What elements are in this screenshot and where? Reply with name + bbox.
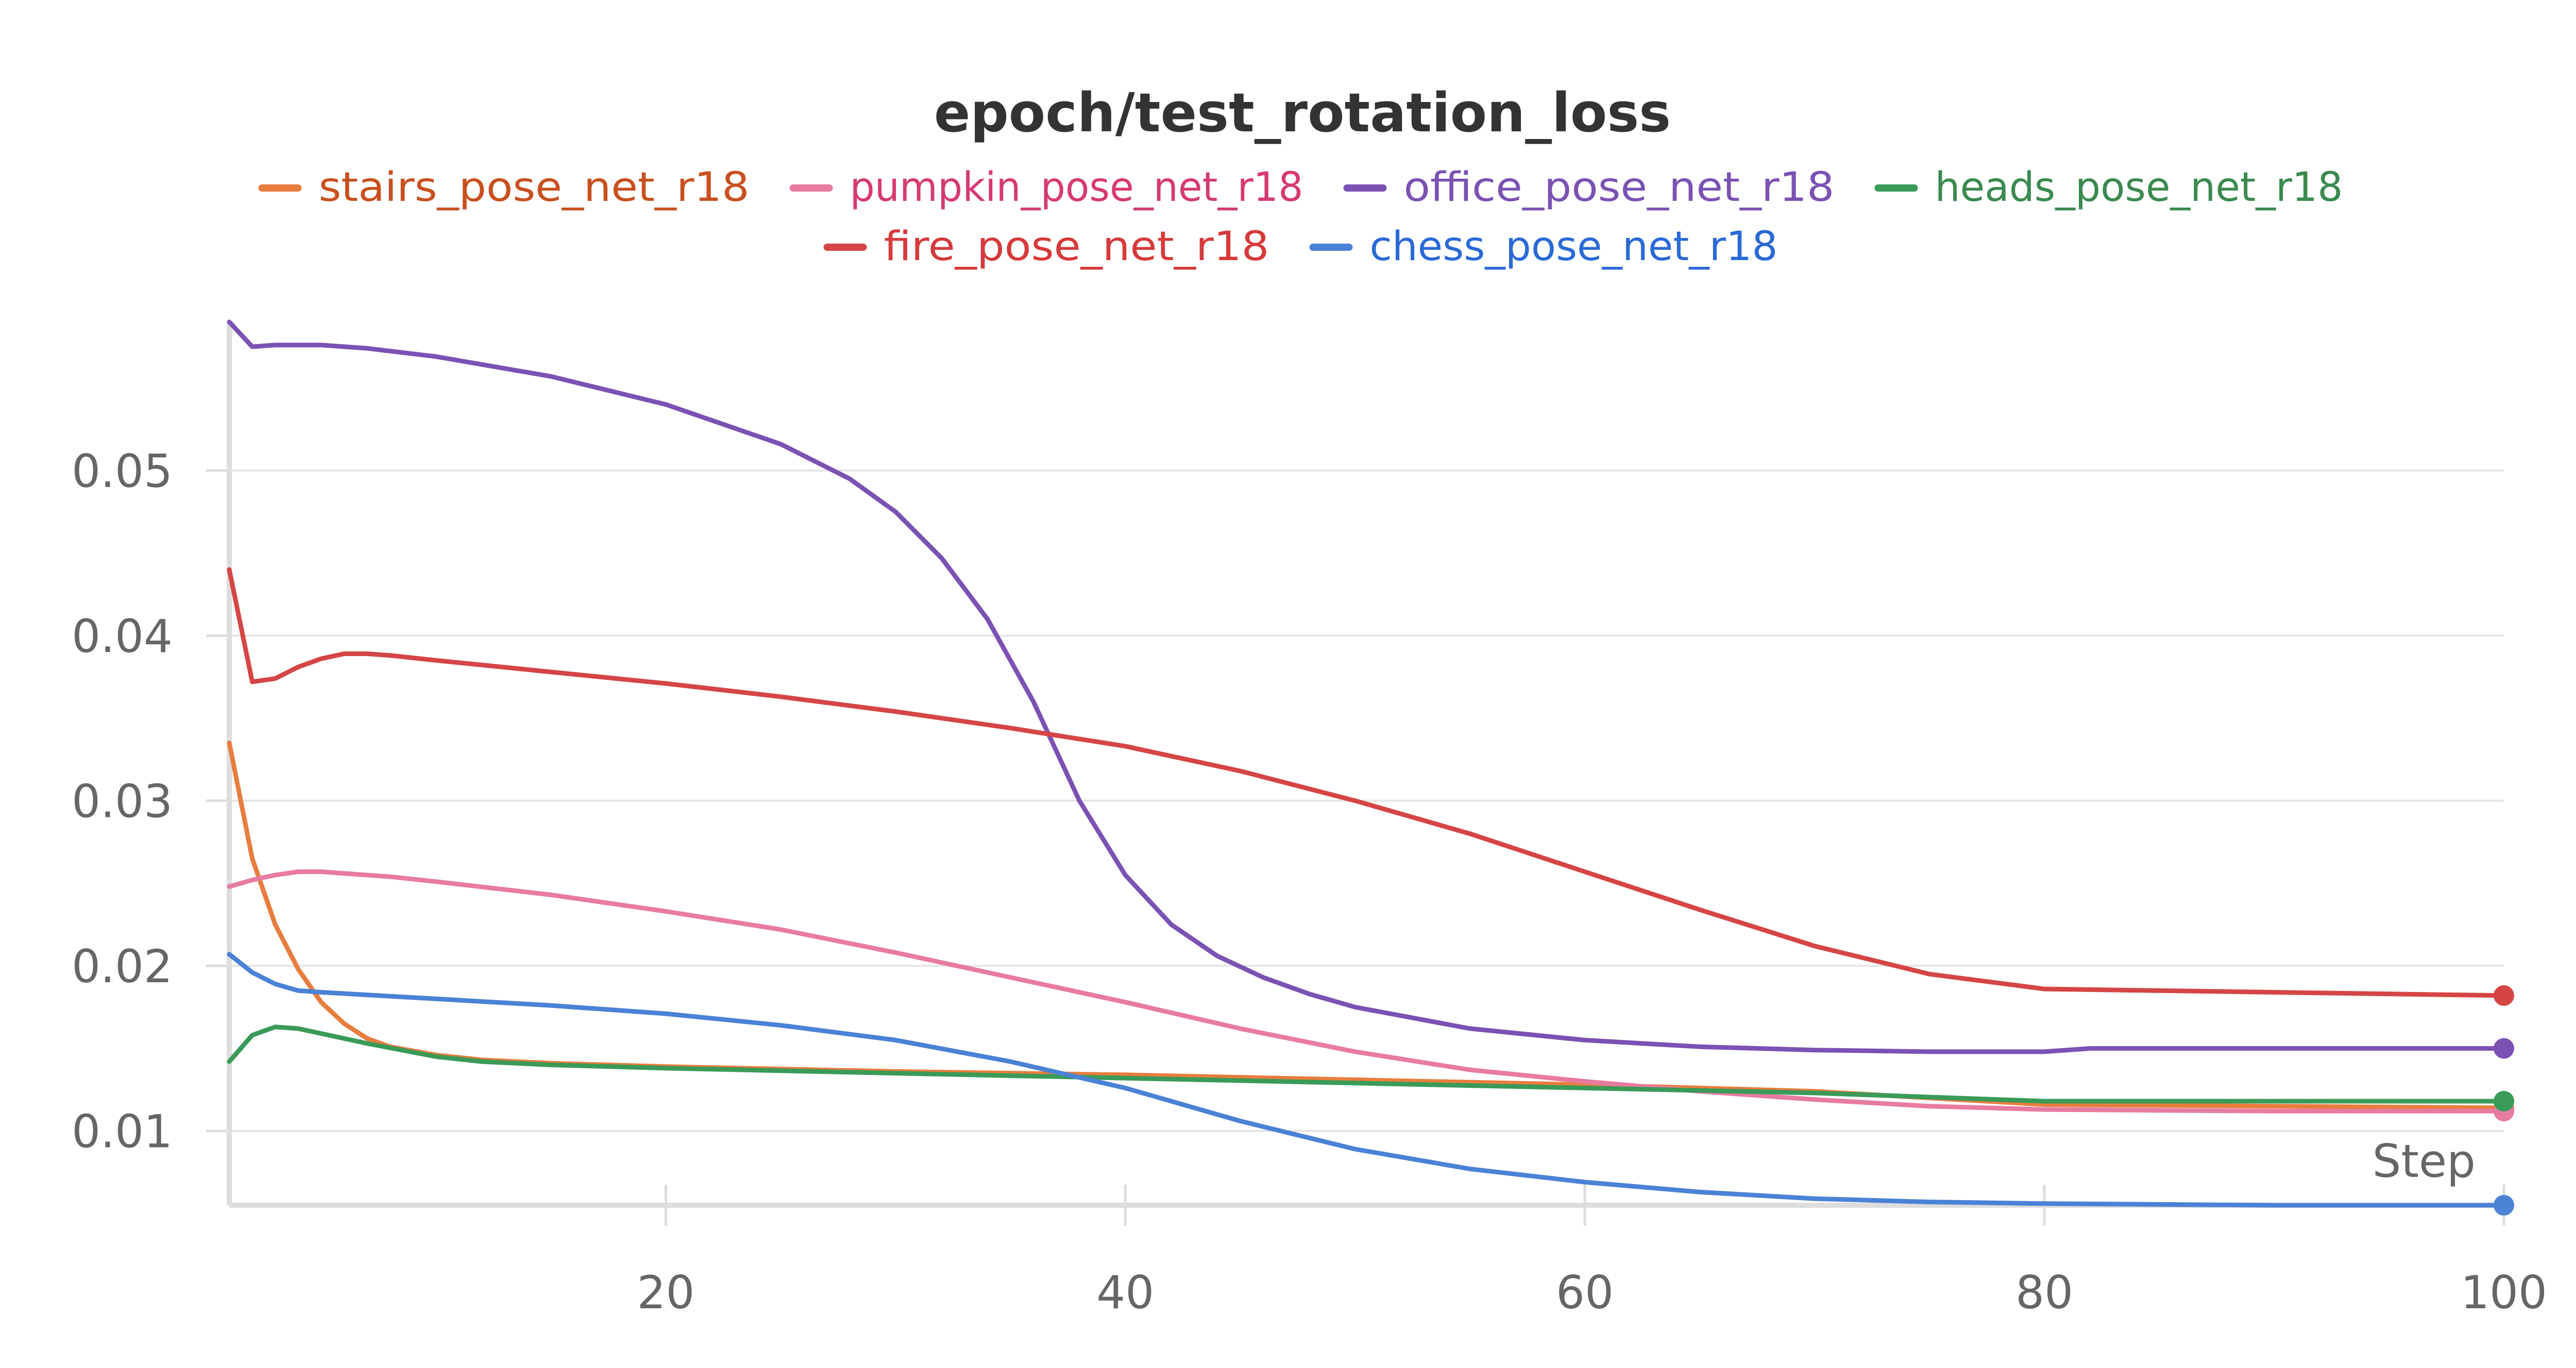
legend-item: office_pose_net_r18 <box>1343 164 1835 211</box>
legend-label: pumpkin_pose_net_r18 <box>850 164 1303 211</box>
series-chess_pose_net_r18 <box>227 952 2514 1216</box>
chart-title: epoch/test_rotation_loss <box>934 81 1671 144</box>
x-tick-label: 20 <box>637 1266 694 1319</box>
series-layer <box>227 319 2514 1216</box>
axes <box>206 322 2505 1226</box>
x-tick-label: 60 <box>1556 1266 1614 1319</box>
y-tick-label: 0.03 <box>72 775 173 828</box>
y-tick-label: 0.04 <box>72 610 173 663</box>
series-stairs_pose_net_r18 <box>227 740 2514 1118</box>
legend-label: chess_pose_net_r18 <box>1370 224 1778 270</box>
legend-item: heads_pose_net_r18 <box>1874 164 2343 211</box>
x-tick-label: 100 <box>2461 1266 2547 1319</box>
series-end-point <box>2494 1091 2514 1112</box>
legend-item: fire_pose_net_r18 <box>823 224 1269 270</box>
series-line <box>227 319 2506 1054</box>
legend: stairs_pose_net_r18 pumpkin_pose_net_r18 o… <box>258 164 2343 270</box>
series-line <box>227 1024 2506 1104</box>
y-tick-label: 0.05 <box>72 445 173 498</box>
series-line <box>227 567 2506 998</box>
legend-label: fire_pose_net_r18 <box>884 224 1269 270</box>
grid <box>229 469 2504 1132</box>
series-line <box>227 952 2506 1208</box>
legend-item: pumpkin_pose_net_r18 <box>789 164 1303 211</box>
series-fire_pose_net_r18 <box>227 567 2514 1006</box>
series-end-point <box>2494 985 2514 1006</box>
x-axis-label: Step <box>2372 1135 2476 1188</box>
y-tick-label: 0.02 <box>72 940 173 993</box>
y-tick-label: 0.01 <box>72 1105 173 1158</box>
legend-label: heads_pose_net_r18 <box>1935 164 2343 211</box>
x-tick-label: 40 <box>1096 1266 1154 1319</box>
series-end-point <box>2494 1038 2514 1059</box>
legend-item: chess_pose_net_r18 <box>1309 224 1778 270</box>
tick-labels: 0.01 0.02 0.03 0.04 0.05 20 40 60 80 100 <box>72 445 2547 1319</box>
legend-item: stairs_pose_net_r18 <box>258 164 750 211</box>
x-tick-label: 80 <box>2015 1266 2073 1319</box>
legend-label: stairs_pose_net_r18 <box>319 164 750 211</box>
legend-label: office_pose_net_r18 <box>1404 164 1835 211</box>
series-office_pose_net_r18 <box>227 319 2514 1059</box>
series-line <box>227 869 2506 1114</box>
series-heads_pose_net_r18 <box>227 1024 2514 1112</box>
series-end-point <box>2494 1195 2514 1216</box>
